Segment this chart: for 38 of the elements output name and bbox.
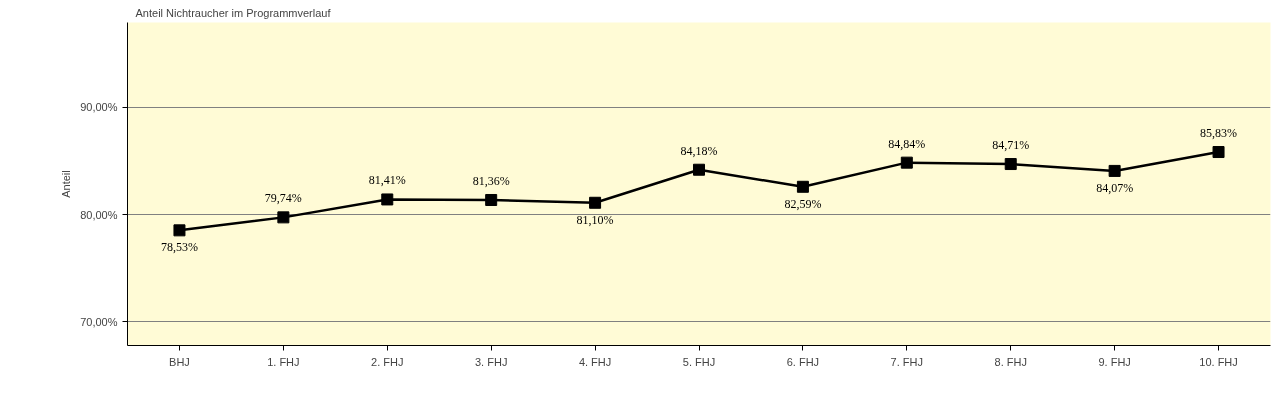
point (693, 163, 705, 176)
data-label: 81,36% (472, 173, 510, 188)
point (1004, 158, 1017, 171)
point (277, 211, 290, 224)
point (1212, 146, 1225, 159)
data-label: 81,10% (576, 212, 614, 227)
data-label: 79,74% (264, 191, 302, 206)
data-label: 84,07% (1096, 180, 1134, 195)
data-label: 84,84% (888, 136, 926, 151)
data-label: 82,59% (784, 196, 822, 211)
data-label: 81,41% (368, 173, 406, 188)
x-tick-label: 2. FHJ (371, 355, 404, 368)
point (1108, 164, 1121, 177)
x-tick-label: 9. FHJ (1098, 355, 1131, 368)
y-axis-title: Anteil (60, 170, 73, 198)
point (485, 193, 498, 206)
x-tick-label: 6. FHJ (786, 355, 820, 368)
data-label: 84,18% (680, 143, 718, 158)
data-label: 84,71% (992, 138, 1030, 153)
point (796, 180, 809, 193)
data-label: 78,53% (160, 240, 198, 255)
x-tick-label: 7. FHJ (890, 355, 924, 368)
x-tick-label: 8. FHJ (994, 355, 1027, 368)
x-tick-label: 1. FHJ (267, 355, 300, 368)
x-tick-label: BHJ (169, 355, 190, 368)
point (173, 224, 186, 237)
point (589, 196, 602, 209)
x-tick-label: 4. FHJ (578, 355, 612, 368)
y-tick-label: 90,00% (80, 101, 118, 114)
point (900, 156, 913, 169)
chart-title: Anteil Nichtraucher im Programmverlauf (135, 6, 332, 19)
y-tick-label: 80,00% (80, 208, 118, 221)
x-tick-label: 5. FHJ (682, 355, 716, 368)
x-tick-label: 3. FHJ (474, 355, 508, 368)
y-tick-label: 70,00% (80, 315, 118, 328)
point (381, 193, 394, 206)
data-label: 85,83% (1200, 126, 1238, 141)
x-tick-label: 10. FHJ (1199, 355, 1238, 368)
